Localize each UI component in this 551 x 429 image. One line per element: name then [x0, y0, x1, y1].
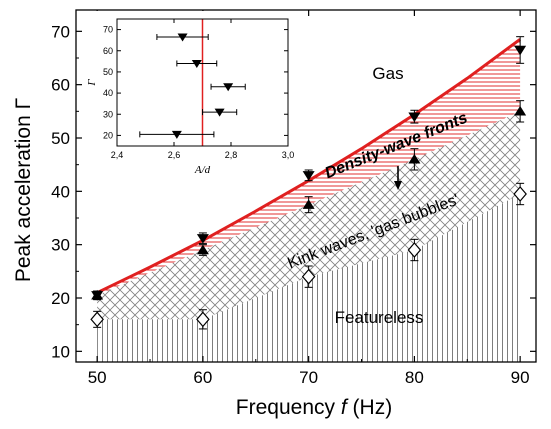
inset-background [88, 11, 298, 174]
triangle-down-marker [514, 45, 527, 56]
inset-points [139, 33, 246, 139]
y-axis-title: Peak acceleration Γ [12, 98, 35, 282]
inset-triangle-marker [177, 33, 188, 42]
triangle-down-marker [196, 234, 209, 244]
x-axis-title-prefix: Frequency [236, 396, 341, 419]
x-axis-title-variable: f [341, 396, 349, 419]
inset-x-axis-title: A/d [194, 164, 211, 176]
y-tick-label: 70 [51, 22, 70, 41]
x-tick-label: 50 [88, 368, 107, 387]
diamond-marker [196, 311, 210, 328]
inset-triangle-marker [223, 83, 234, 92]
diamond-marker [90, 311, 104, 328]
x-tick-label: 60 [193, 368, 212, 387]
y-tick-label: 60 [51, 76, 70, 95]
y-tick-label: 50 [51, 129, 70, 148]
inset-y-tick-label: 40 [103, 88, 113, 98]
y-tick-label: 10 [51, 342, 70, 361]
triangle-up-marker [302, 199, 315, 209]
triangle-up-marker [196, 244, 209, 255]
inset-y-tick-label: 60 [103, 46, 113, 56]
inset-triangle-marker [214, 108, 225, 117]
diamond-marker [513, 186, 527, 202]
y-tick-label: 30 [51, 236, 70, 255]
inset-triangle-marker [171, 130, 182, 139]
inset-x-tick-label: 2,4 [111, 150, 124, 160]
inset-frame [116, 18, 289, 147]
y-tick-label: 20 [51, 289, 70, 308]
inset-y-tick-label: 70 [103, 25, 113, 35]
diamond-marker [407, 242, 422, 258]
axis-ticks: 50 60 70 80 90 10 20 30 40 50 60 70 [51, 10, 536, 387]
x-tick-label: 70 [299, 368, 318, 387]
x-tick-label: 90 [511, 368, 530, 387]
gas-region-label: Gas [372, 64, 403, 83]
triangle-down-marker [302, 171, 315, 181]
triangle-up-marker [91, 289, 104, 300]
x-tick-label: 80 [405, 368, 424, 387]
featureless-label: Featureless [335, 308, 424, 327]
triangle-down-marker [408, 112, 421, 123]
inset-ticks: 2,4 2,6 2,8 3,0 20 30 40 50 60 70 [103, 19, 294, 160]
triangle-up-marker [514, 105, 527, 116]
data-markers [90, 45, 527, 328]
inset-y-tick-label: 30 [103, 109, 113, 119]
y-tick-label: 40 [51, 182, 70, 201]
inset-y-tick-label: 20 [103, 130, 113, 140]
inset-chart: 2,4 2,6 2,8 3,0 20 30 40 50 60 70 A/d Γ [86, 11, 298, 176]
inset-x-tick-label: 2,6 [168, 150, 181, 160]
triangle-up-marker [408, 153, 421, 164]
inset-y-tick-label: 50 [103, 67, 113, 77]
inset-y-axis-title: Γ [86, 79, 98, 87]
diamond-marker [301, 268, 316, 285]
x-axis-title-suffix: (Hz) [347, 396, 393, 419]
inset-x-tick-label: 2,8 [225, 150, 238, 160]
plot-frame [75, 9, 537, 363]
inset-triangle-marker [191, 59, 202, 68]
density-wave-arrowhead [394, 181, 402, 190]
inset-x-tick-label: 3,0 [282, 150, 295, 160]
x-axis-title: Frequency f (Hz) [236, 396, 392, 419]
